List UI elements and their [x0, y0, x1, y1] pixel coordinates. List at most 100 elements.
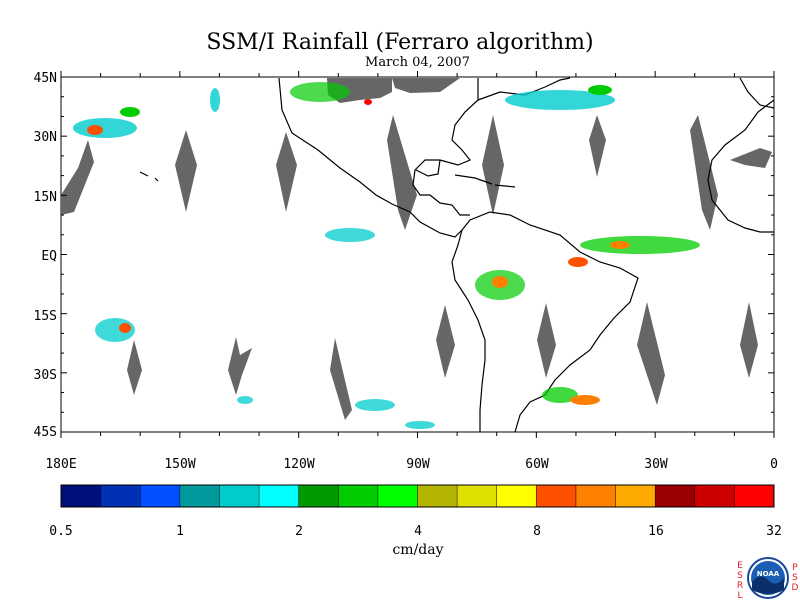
rain-patch — [119, 323, 131, 333]
data-gap — [637, 302, 665, 405]
rain-patch — [210, 88, 220, 112]
psd-letter: P — [792, 563, 798, 573]
data-gap — [330, 338, 352, 420]
colorbar-swatch — [417, 485, 458, 507]
rain-patch — [492, 276, 508, 288]
psd-letter: D — [792, 583, 799, 593]
colorbar — [60, 484, 775, 508]
rain-patch — [610, 241, 630, 249]
europe-coast — [739, 77, 775, 109]
latitude-labels: 45N 30N 15N EQ 15S 30S 45S — [34, 71, 58, 440]
data-gap — [436, 305, 455, 378]
esrl-letter: E — [737, 561, 743, 571]
colorbar-swatch — [259, 485, 300, 507]
lat-label: EQ — [41, 249, 57, 264]
rain-patch — [87, 125, 103, 135]
colorbar-tick-label: 2 — [295, 524, 303, 539]
rain-patch — [542, 387, 578, 403]
rain-patch — [588, 85, 612, 95]
noaa-logo-text: NOAA — [757, 570, 780, 578]
rain-patch — [290, 82, 350, 102]
lat-label: 30N — [34, 130, 57, 145]
rain-patch — [405, 421, 435, 429]
data-gap — [690, 115, 718, 230]
yucatan — [415, 159, 441, 177]
esrl-letter: S — [737, 571, 743, 581]
axis-ticks — [60, 71, 775, 438]
colorbar-swatch — [298, 485, 339, 507]
rainfall-patches — [73, 82, 700, 429]
coastlines — [139, 77, 775, 433]
data-gap — [392, 78, 460, 93]
lat-label: 45S — [34, 425, 57, 440]
colorbar-swatch — [338, 485, 379, 507]
colorbar-swatch — [615, 485, 656, 507]
map-title: SSM/I Rainfall (Ferraro algorithm) — [206, 30, 594, 55]
rain-patch — [355, 399, 395, 411]
hawaii — [139, 171, 159, 182]
rain-patch — [120, 107, 140, 117]
data-gap — [387, 115, 417, 230]
rain-patch — [237, 396, 253, 404]
colorbar-tick-label: 32 — [766, 524, 782, 539]
data-gap — [127, 340, 142, 395]
noaa-logo-wave — [752, 576, 784, 594]
colorbar-swatch — [100, 485, 141, 507]
colorbar-unit: cm/day — [392, 542, 443, 558]
colorbar-swatch — [536, 485, 577, 507]
data-gap — [175, 130, 197, 212]
lat-label: 45N — [34, 71, 57, 86]
data-gap — [589, 115, 606, 177]
data-gap — [537, 303, 556, 378]
lat-label: 15N — [34, 190, 57, 205]
africa-coast — [707, 99, 775, 233]
data-gap — [61, 140, 94, 215]
longitude-labels: 180E 150W 120W 90W 60W 30W 0 — [45, 457, 778, 472]
lon-label: 0 — [770, 457, 778, 472]
map-date: March 04, 2007 — [365, 55, 470, 70]
colorbar-swatch — [734, 485, 775, 507]
colorbar-tick-label: 4 — [414, 524, 422, 539]
data-gaps — [61, 78, 772, 420]
colorbar-swatch — [655, 485, 696, 507]
cuba — [454, 174, 493, 185]
colorbar-labels: 0.5 1 2 4 8 16 32 cm/day — [49, 524, 782, 558]
data-gap — [228, 337, 252, 395]
psd-letter: S — [792, 573, 798, 583]
esrl-letter: R — [737, 581, 743, 591]
lat-label: 30S — [34, 368, 57, 383]
data-gap — [740, 302, 758, 378]
colorbar-swatch — [457, 485, 498, 507]
rain-patch — [568, 257, 588, 267]
lon-label: 90W — [406, 457, 430, 472]
lon-label: 180E — [45, 457, 76, 472]
lat-label: 15S — [34, 309, 57, 324]
esrl-letter: L — [737, 591, 742, 600]
lon-label: 60W — [525, 457, 549, 472]
rain-patch — [505, 90, 615, 110]
colorbar-tick-label: 0.5 — [49, 524, 72, 539]
colorbar-swatch — [219, 485, 260, 507]
colorbar-swatch — [140, 485, 181, 507]
colorbar-swatch — [575, 485, 617, 507]
data-gap — [730, 148, 772, 168]
colorbar-swatch — [61, 485, 102, 507]
south-america-west-coast — [451, 229, 486, 432]
colorbar-swatch — [496, 485, 537, 507]
data-gap — [276, 132, 297, 212]
hispaniola — [494, 184, 516, 188]
rain-patch — [580, 236, 700, 254]
colorbar-swatch — [377, 485, 418, 507]
colorbar-tick-label: 8 — [533, 524, 541, 539]
lon-label: 30W — [644, 457, 668, 472]
rain-patch — [73, 118, 137, 138]
lon-label: 120W — [283, 457, 314, 472]
colorbar-tick-label: 1 — [176, 524, 184, 539]
map-frame — [60, 76, 775, 433]
north-america-coast — [278, 77, 463, 238]
lon-label: 150W — [164, 457, 195, 472]
rain-patch — [364, 99, 372, 105]
east-coast — [477, 77, 571, 101]
colorbar-tick-label: 16 — [648, 524, 664, 539]
